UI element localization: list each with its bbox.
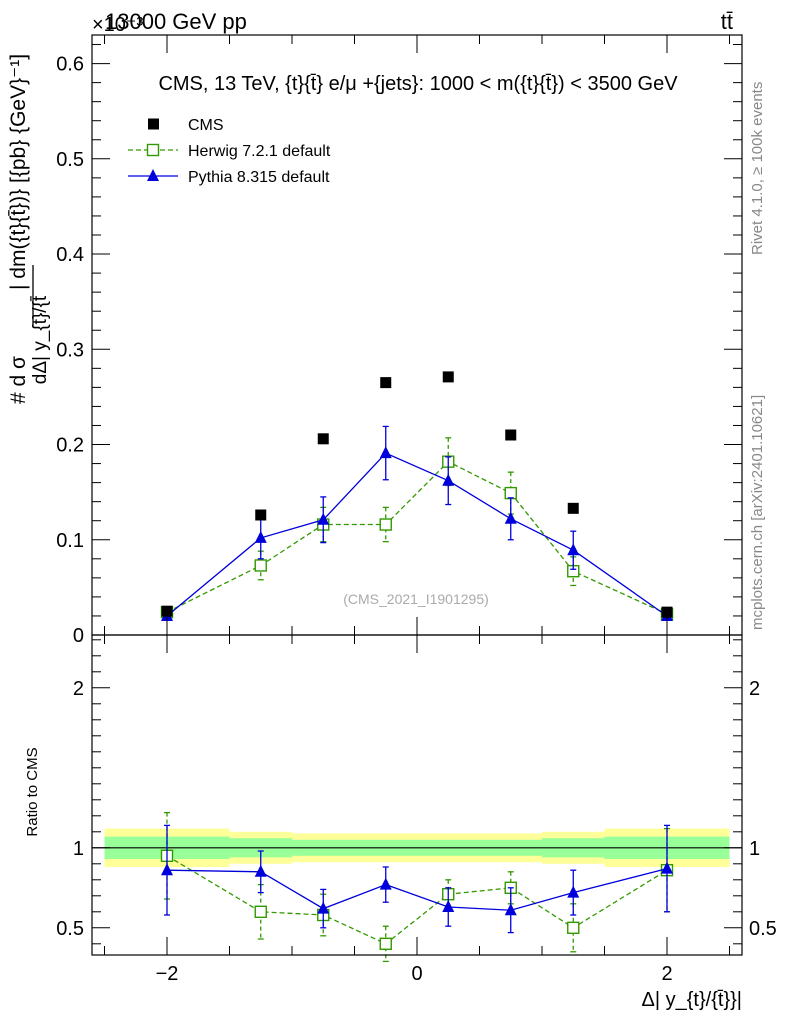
- ratio-herwig-point: [379, 937, 392, 950]
- y-tick-label: 0.1: [56, 530, 84, 552]
- legend-marker-herwig: [146, 143, 160, 157]
- ratio-pythia-line: [166, 867, 668, 911]
- y-exponent-label: ×10⁻³: [92, 14, 143, 36]
- y-tick-label: 0.5: [56, 149, 84, 171]
- ratio-pythia-point: [661, 861, 673, 874]
- cms-data-point: [661, 606, 673, 618]
- pythia-point: [379, 446, 392, 459]
- pythia-line: [166, 452, 668, 617]
- legend-label-pythia: Pythia 8.315 default: [188, 169, 330, 186]
- ratio-y-tick-label-right: 2: [749, 678, 760, 700]
- y-axis-title-numerator: # d σ: [7, 356, 30, 404]
- cms-data-point: [505, 429, 517, 441]
- ratio-y-tick-label: 2: [73, 678, 84, 700]
- y-axis-title-suffix: | dm({t}{t̄})} [{pb} {GeV}⁻¹]: [7, 54, 30, 290]
- cms-data-point: [380, 377, 392, 389]
- ratio-pythia-point: [161, 863, 173, 876]
- pythia-point: [254, 530, 267, 543]
- pythia-point: [317, 512, 330, 525]
- legend-label-herwig: Herwig 7.2.1 default: [188, 143, 331, 160]
- rivet-label: Rivet 4.1.0, ≥ 100k events: [749, 82, 766, 255]
- cms-data-point: [317, 433, 329, 445]
- herwig-point: [379, 518, 392, 531]
- ratio-pythia-point: [442, 900, 455, 912]
- main-panel: 0.1 0.2 0.3 0.4 0.5 0.6 0 CMS, 13 TeV, {t}{t̄}…: [7, 34, 743, 647]
- legend: CMS Herwig 7.2.1 default Pythia 8.315 defa…: [128, 117, 331, 186]
- ratio-herwig-line: [166, 855, 668, 945]
- legend-marker-pythia: [147, 169, 159, 181]
- process-label: tt̄: [721, 9, 733, 34]
- y-tick-label-zero: 0: [73, 625, 84, 647]
- ratio-y-axis-title: Ratio to CMS: [24, 747, 41, 836]
- cms-data-point: [442, 371, 454, 383]
- y-axis-title: | dm({t}{t̄})} [{pb} {GeV}⁻¹] # d σ dΔ| …: [7, 54, 51, 404]
- ratio-pythia-point: [567, 885, 580, 898]
- x-axis-title: Δ| y_{t}/{t̄}}|: [642, 989, 743, 1011]
- x-tick-label: 0: [411, 963, 422, 985]
- ratio-pythia-point: [254, 864, 267, 877]
- ratio-y-tick-label-right: 0.5: [749, 918, 777, 940]
- y-tick-label: 0.6: [56, 54, 84, 76]
- ratio-frame: [91, 634, 743, 956]
- ratio-herwig-point: [567, 921, 580, 934]
- x-tick-label: −2: [156, 963, 179, 985]
- ratio-herwig-point: [254, 905, 267, 918]
- pythia-point: [567, 543, 580, 556]
- herwig-point: [504, 486, 517, 500]
- pythia-point: [442, 473, 455, 486]
- ratio-y-tick-label: 1: [73, 838, 84, 860]
- ratio-y-tick-label: 0.5: [56, 918, 84, 940]
- ratio-pythia-point: [379, 877, 392, 890]
- y-tick-label: 0.3: [56, 339, 84, 361]
- mcplots-label: mcplots.cern.ch [arXiv:2401.10621]: [749, 395, 766, 630]
- y-tick-label: 0.4: [56, 244, 84, 266]
- cms-data-point: [255, 509, 267, 521]
- cms-data-point: [567, 502, 579, 514]
- herwig-point: [254, 559, 267, 572]
- herwig-line: [166, 460, 668, 615]
- ratio-y-tick-label-right: 1: [749, 838, 760, 860]
- energy-label: 13000 GeV pp: [105, 9, 247, 34]
- ratio-pythia-point: [317, 901, 330, 914]
- legend-label-cms: CMS: [188, 117, 224, 134]
- cms-data-point: [161, 605, 173, 617]
- y-axis-title-denominator: dΔ| y_{t}/{t̄: [30, 295, 51, 384]
- ratio-pythia-point: [504, 903, 517, 916]
- analysis-watermark: (CMS_2021_I1901295): [343, 591, 489, 607]
- x-tick-label: 2: [661, 963, 672, 985]
- legend-marker-cms: [148, 118, 159, 130]
- pythia-point: [504, 511, 517, 524]
- chart-title: CMS, 13 TeV, {t}{t̄} e/μ +{jets}: 1000 <…: [158, 73, 678, 95]
- y-tick-label: 0.2: [56, 435, 84, 457]
- ratio-panel: 0.5 0.5 1 1 2 2 −2 0 2 Ratio to CMS Δ| y_{t}/{t̄…: [24, 634, 777, 1011]
